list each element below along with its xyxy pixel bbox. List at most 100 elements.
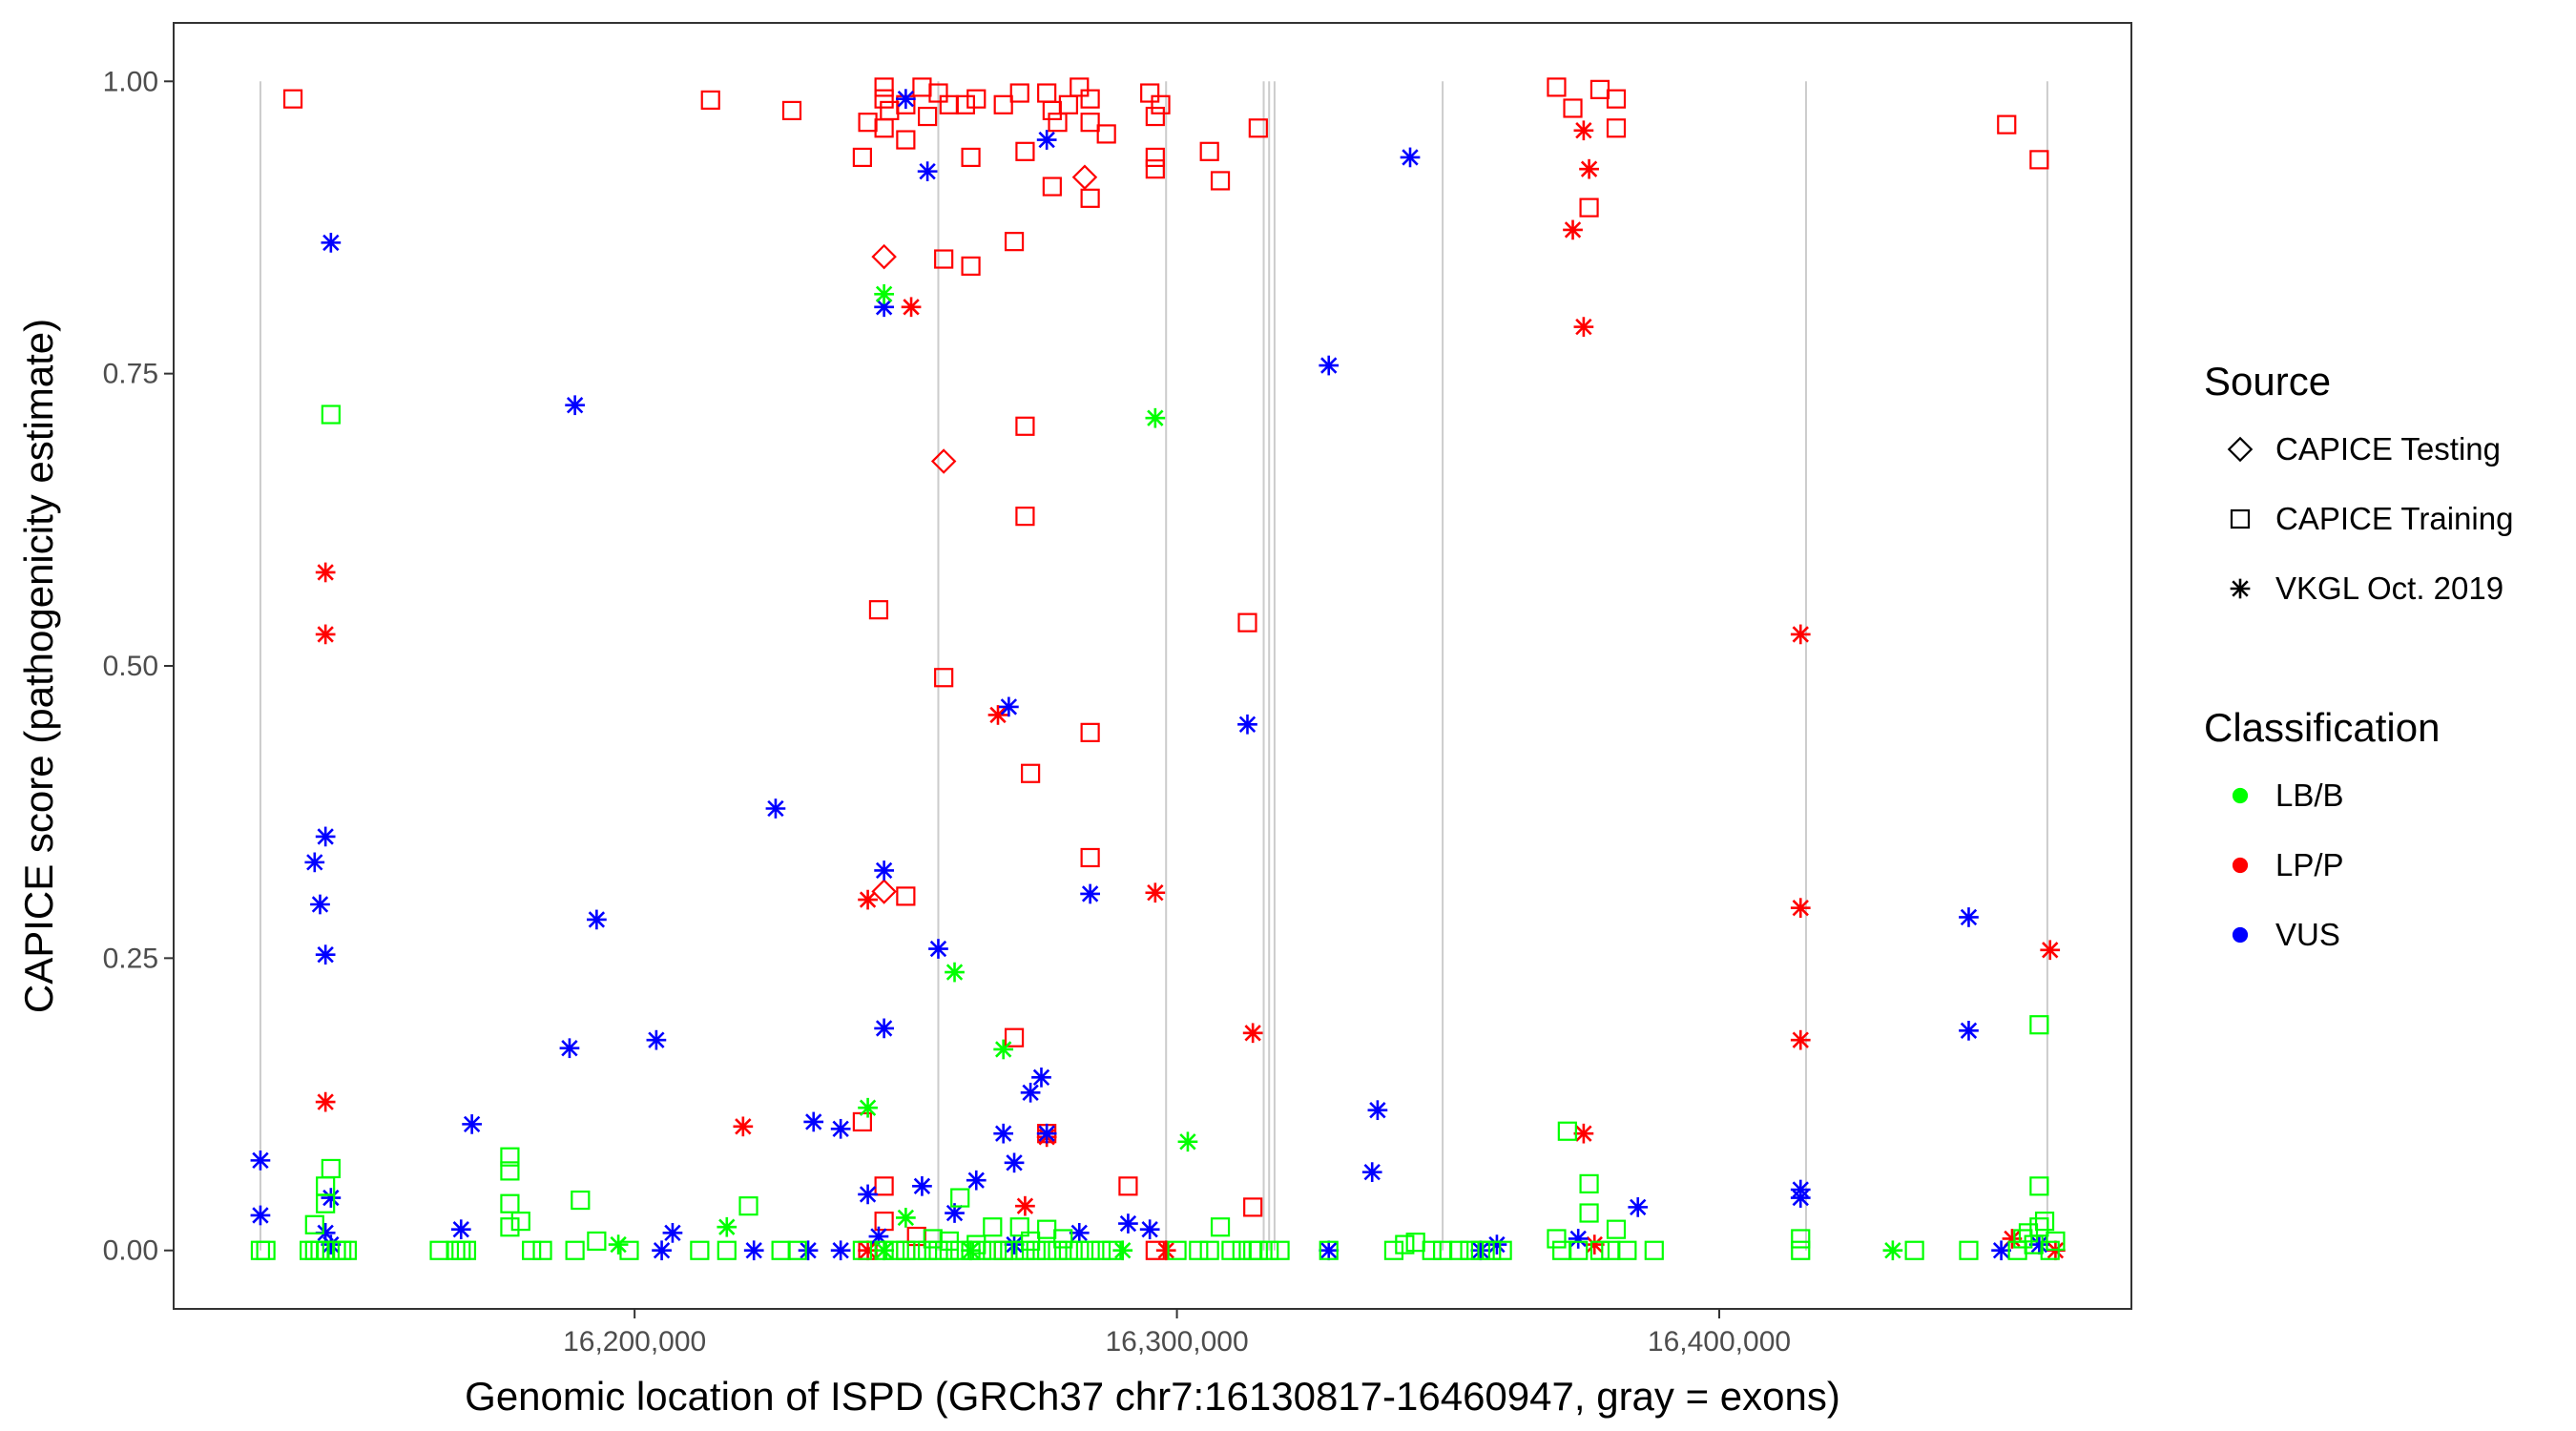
data-point	[451, 1240, 471, 1260]
data-point	[510, 1211, 530, 1232]
data-point	[1221, 1240, 1241, 1260]
data-point	[304, 1214, 324, 1234]
data-point	[1155, 1240, 1176, 1261]
data-point	[1573, 120, 1594, 141]
legend-classification: Classification LB/B LP/P VUS	[2204, 705, 2440, 952]
data-point	[1167, 1240, 1187, 1260]
data-point	[993, 1123, 1014, 1144]
plot-panel-border	[173, 22, 2132, 1310]
data-point	[662, 1222, 683, 1243]
data-point	[912, 1175, 932, 1196]
data-point	[787, 1240, 807, 1260]
data-point	[1573, 1123, 1594, 1144]
data-point	[1547, 77, 1567, 97]
data-point	[874, 1240, 894, 1261]
data-point	[1096, 124, 1116, 144]
data-point	[1790, 624, 1811, 645]
data-point	[1145, 882, 1166, 903]
legend-class-key	[2232, 926, 2249, 944]
data-point	[1118, 1213, 1138, 1234]
data-point	[874, 1176, 894, 1196]
data-point	[1021, 1231, 1041, 1252]
data-point	[429, 1240, 449, 1260]
data-point	[446, 1240, 466, 1260]
data-point	[1601, 1240, 1621, 1260]
data-point	[1400, 147, 1421, 168]
data-point	[1606, 89, 1627, 109]
data-point	[1004, 232, 1025, 252]
data-point	[587, 1231, 607, 1252]
data-point	[874, 283, 894, 304]
data-point	[1042, 176, 1062, 197]
data-point	[1118, 1176, 1138, 1196]
data-point	[1248, 118, 1268, 138]
data-point	[1563, 219, 1583, 240]
data-point	[1589, 1240, 1610, 1260]
data-point	[1606, 1219, 1627, 1239]
y-tick-label: 0.25	[103, 943, 158, 974]
legend-source-label-vkgl: VKGL Oct. 2019	[2275, 570, 2503, 606]
data-point	[321, 404, 341, 425]
data-point	[2034, 1211, 2055, 1232]
data-point	[2029, 150, 2049, 170]
legend-source-label-testing: CAPICE Testing	[2275, 431, 2501, 467]
data-point	[282, 89, 303, 109]
data-point	[1319, 355, 1340, 376]
data-point	[1037, 1219, 1057, 1239]
data-point	[1199, 1240, 1219, 1260]
data-point	[1015, 141, 1035, 161]
y-axis-title: CAPICE score (pathogenicity estimate)	[16, 319, 61, 1013]
data-point	[1080, 883, 1100, 904]
data-point	[1037, 1240, 1057, 1260]
data-point	[1790, 1029, 1811, 1050]
data-point	[743, 1240, 764, 1261]
data-point	[1791, 1240, 1811, 1260]
data-point	[906, 1240, 926, 1260]
data-point	[1243, 1240, 1263, 1260]
data-points	[250, 77, 2066, 1261]
data-point	[1573, 317, 1594, 337]
data-point	[1021, 763, 1041, 783]
data-point	[652, 1240, 672, 1261]
data-point	[868, 1226, 889, 1247]
data-point	[1145, 106, 1165, 127]
data-point	[646, 1029, 667, 1050]
y-axis: 0.00 0.25 0.50 0.75 1.00	[103, 66, 174, 1267]
data-point	[1210, 171, 1231, 191]
data-point	[1009, 83, 1029, 103]
data-point	[300, 1240, 320, 1260]
legend-class-label-vus: VUS	[2275, 917, 2340, 952]
data-point	[961, 1240, 981, 1261]
x-axis: 16,200,000 16,300,000 16,400,000	[563, 1309, 1791, 1358]
data-point	[1139, 1219, 1160, 1240]
data-point	[2046, 1231, 2066, 1252]
y-tick-label: 1.00	[103, 66, 158, 97]
data-point	[500, 1217, 520, 1237]
data-point	[1048, 113, 1068, 133]
data-point	[316, 1193, 336, 1213]
data-point	[1997, 114, 2017, 135]
data-point	[858, 1184, 878, 1205]
data-point	[1790, 1188, 1811, 1208]
data-point	[781, 100, 802, 121]
legend-class-label-lbb: LB/B	[2275, 778, 2344, 813]
data-point	[1628, 1197, 1649, 1217]
data-point	[966, 1170, 987, 1191]
data-point	[852, 1240, 872, 1260]
data-point	[1069, 1222, 1090, 1243]
data-point	[1091, 1240, 1111, 1260]
data-point	[1058, 1240, 1078, 1260]
data-point	[928, 83, 948, 103]
data-point	[1790, 898, 1811, 919]
data-point	[1270, 1240, 1290, 1260]
data-point	[874, 861, 894, 881]
data-point	[1563, 98, 1583, 118]
data-point	[880, 100, 900, 121]
data-point	[2013, 1229, 2033, 1249]
data-point	[1422, 1240, 1442, 1260]
data-point	[1959, 907, 1979, 927]
data-point	[1015, 1195, 1035, 1216]
data-point	[608, 1234, 629, 1255]
data-point	[983, 1240, 1003, 1260]
data-point	[1036, 130, 1057, 150]
